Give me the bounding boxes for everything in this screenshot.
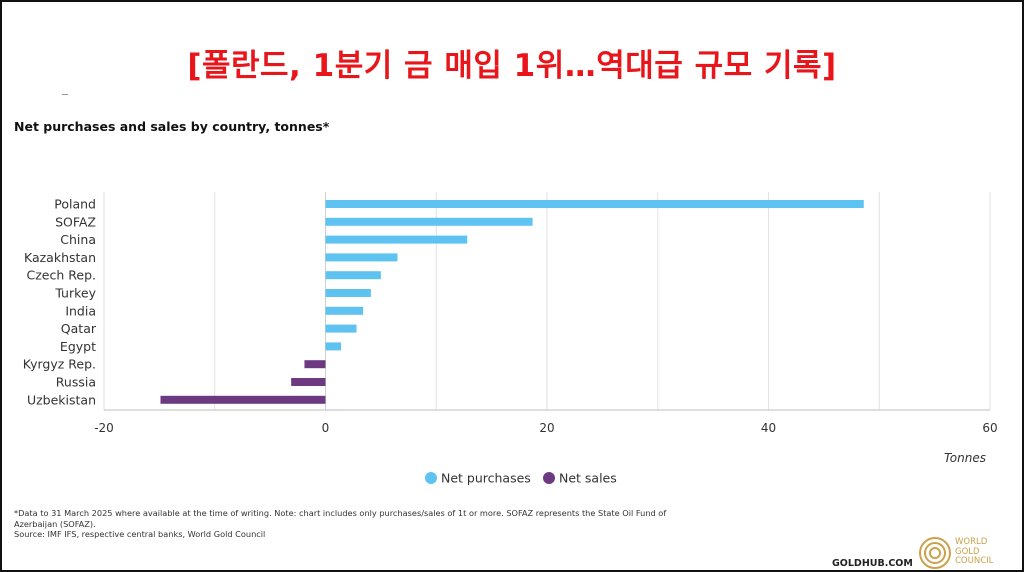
x-tick-label: 20 — [539, 421, 554, 435]
category-label: India — [65, 303, 96, 318]
legend-label-net-purchases: Net purchases — [441, 471, 531, 486]
x-tick-label: 0 — [322, 421, 330, 435]
footnote: *Data to 31 March 2025 where available a… — [14, 508, 774, 540]
category-label: Egypt — [60, 339, 96, 354]
category-label: Czech Rep. — [27, 268, 96, 283]
bar-china — [325, 235, 468, 244]
footnote-line-1: *Data to 31 March 2025 where available a… — [14, 508, 667, 518]
category-label: Poland — [54, 197, 96, 212]
x-tick-label: 60 — [982, 421, 997, 435]
bar-sofaz — [325, 217, 533, 226]
bar-chart: -20 0 20 40 60 Tonnes Poland SOFAZ China Kazakhst… — [23, 192, 998, 486]
logo-wordmark: WORLD GOLD COUNCIL — [955, 537, 994, 567]
bar-poland — [325, 200, 864, 208]
category-label: Qatar — [61, 321, 97, 336]
site-link[interactable]: GOLDHUB.COM — [832, 558, 913, 569]
x-tick-label: 40 — [761, 421, 776, 435]
bar-czech-rep — [325, 271, 381, 280]
gold-council-logo-icon — [919, 537, 951, 569]
category-label: SOFAZ — [55, 214, 96, 229]
legend-label-net-sales: Net sales — [559, 471, 617, 486]
bar-kazakhstan — [325, 253, 398, 262]
footnote-line-2: Azerbaijan (SOFAZ). — [14, 518, 96, 529]
legend-marker-net-sales — [543, 472, 555, 484]
category-label: Kyrgyz Rep. — [23, 357, 96, 372]
category-label: Russia — [56, 375, 96, 390]
bar-egypt — [325, 342, 342, 351]
divider-mark — [62, 94, 68, 95]
legend-marker-net-purchases — [425, 472, 437, 484]
bar-qatar — [325, 324, 357, 333]
x-axis-label: Tonnes — [944, 451, 986, 465]
footnote-source: Source: IMF IFS, respective central bank… — [14, 529, 266, 539]
category-label: Turkey — [54, 286, 96, 301]
x-tick-label: -20 — [94, 421, 114, 435]
bar-kyrgyz-rep — [304, 360, 326, 369]
bar-uzbekistan — [160, 395, 326, 404]
logo-line-1: WORLD — [955, 537, 988, 547]
bar-turkey — [325, 289, 371, 297]
chart-title: Net purchases and sales by country, tonn… — [14, 119, 330, 134]
bar-russia — [291, 378, 326, 386]
category-label: Uzbekistan — [27, 392, 96, 407]
logo-line-2: GOLD — [955, 546, 980, 557]
category-label: China — [60, 232, 96, 247]
headline: [폴란드, 1분기 금 매입 1위…역대급 규모 기록] — [187, 48, 837, 84]
bar-india — [325, 306, 364, 315]
category-label: Kazakhstan — [24, 250, 96, 265]
logo-line-3: COUNCIL — [955, 556, 994, 566]
